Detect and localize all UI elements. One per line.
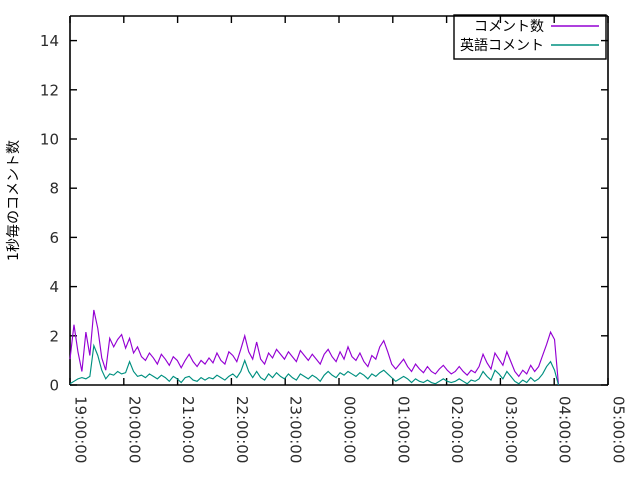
x-tick-label: 20:00:00 [125,396,143,463]
legend-item-label: 英語コメント [460,37,544,54]
x-tick-label: 22:00:00 [233,396,251,463]
x-tick-label: 21:00:00 [179,396,197,463]
legend-border [453,14,607,60]
x-tick-label: 19:00:00 [72,396,90,463]
x-tick-label: 00:00:00 [341,396,359,463]
y-tick-label: 0 [49,377,59,395]
legend-item-label: コメント数 [474,19,544,35]
y-axis-title-label: 1秒毎のコメント数 [6,140,22,261]
x-tick-label: 04:00:00 [556,396,574,463]
y-tick-label: 12 [40,81,59,99]
series-line-english-comment [69,343,560,386]
x-tick-label: 02:00:00 [448,396,466,463]
y-tick-label: 6 [49,229,59,247]
x-tick-label: 03:00:00 [502,396,520,463]
y-tick-label: 8 [49,180,59,198]
y-tick-label: 4 [49,278,59,296]
series-line-comment-count [69,309,560,386]
x-tick-label: 01:00:00 [394,396,412,463]
y-tick-label: 14 [40,32,59,50]
x-tick-label: 23:00:00 [287,396,305,463]
y-axis-title: 1秒毎のコメント数 [6,140,22,261]
y-tick-label: 2 [49,327,59,345]
data-series-group [69,309,560,386]
plot-frame [69,15,609,386]
x-tick-label: 05:00:00 [610,396,628,463]
y-tick-label: 10 [40,131,59,149]
y-axis-ticks: 0 2 4 6 8 10 12 14 [40,32,608,395]
